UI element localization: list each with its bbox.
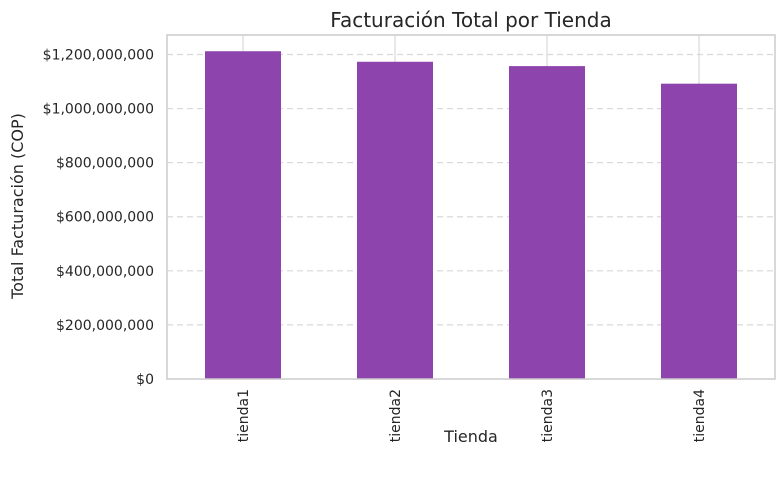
bars-layer [205, 51, 737, 380]
y-tick-label: $800,000,000 [56, 156, 154, 172]
x-axis-ticks: tienda1 tienda2 tienda3 tienda4 [236, 389, 708, 442]
x-tick-label: tienda2 [388, 389, 404, 442]
y-tick-label: $200,000,000 [56, 318, 154, 334]
y-tick-label: $1,200,000,000 [43, 47, 154, 63]
y-axis-ticks: $0 $200,000,000 $400,000,000 $600,000,000 $8… [43, 47, 154, 388]
x-tick-label: tienda1 [236, 389, 252, 442]
bar-tienda4 [661, 83, 737, 379]
x-axis-title: Tienda [443, 427, 498, 446]
chart-title: Facturación Total por Tienda [330, 8, 611, 32]
x-tick-label: tienda3 [540, 389, 556, 442]
y-tick-label: $400,000,000 [56, 264, 154, 280]
y-tick-label: $600,000,000 [56, 210, 154, 226]
bar-tienda1 [205, 51, 281, 380]
y-tick-label: $0 [136, 372, 154, 388]
bar-tienda2 [357, 61, 433, 379]
y-axis-title: Total Facturación (COP) [8, 113, 27, 300]
plot-frame [166, 34, 776, 380]
y-tick-label: $1,000,000,000 [43, 102, 154, 118]
x-tick-label: tienda4 [692, 389, 708, 442]
bar-tienda3 [509, 66, 585, 379]
